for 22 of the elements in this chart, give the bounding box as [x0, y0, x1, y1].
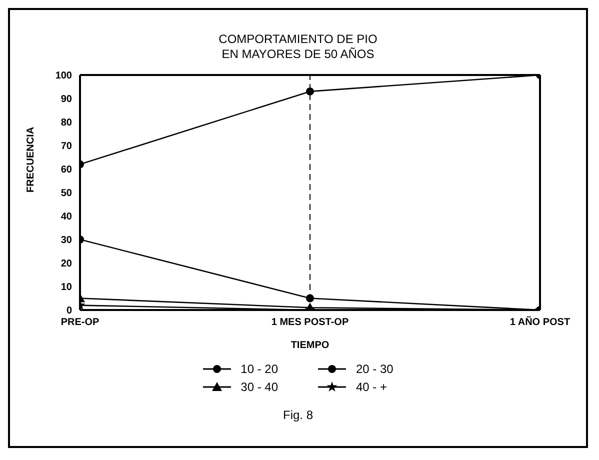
legend-label: 30 - 40 [240, 380, 278, 394]
x-tick-label: 1 MES POST-OP [271, 317, 349, 328]
y-tick-label: 90 [60, 94, 72, 106]
legend-label: 40 - + [356, 380, 388, 394]
y-tick-label: 80 [60, 118, 72, 129]
x-axis-title: TIEMPO [290, 340, 330, 351]
y-tick-label: 100 [55, 70, 72, 82]
y-axis-title: FRECUENCIA [26, 126, 37, 192]
caption: Fig. 8 [282, 408, 314, 422]
chart-title: COMPORTAMIENTO DE PIO EN MAYORES DE 50 AÑOS [218, 32, 378, 62]
y-tick-label: 30 [60, 235, 72, 246]
y-tick-label: 0 [66, 306, 72, 317]
y-tick-label: 60 [60, 164, 72, 176]
x-tick-label: 1 AÑO POST [510, 316, 570, 328]
y-tick-label: 40 [60, 212, 72, 223]
legend-label: 20 - 30 [356, 362, 394, 376]
x-tick-label: PRE-OP [60, 317, 100, 328]
y-tick-label: 70 [60, 141, 72, 152]
y-tick-label: 10 [60, 282, 72, 294]
legend-label: 10 - 20 [240, 362, 278, 376]
y-tick-label: 20 [60, 258, 72, 270]
y-tick-label: 50 [60, 188, 72, 200]
